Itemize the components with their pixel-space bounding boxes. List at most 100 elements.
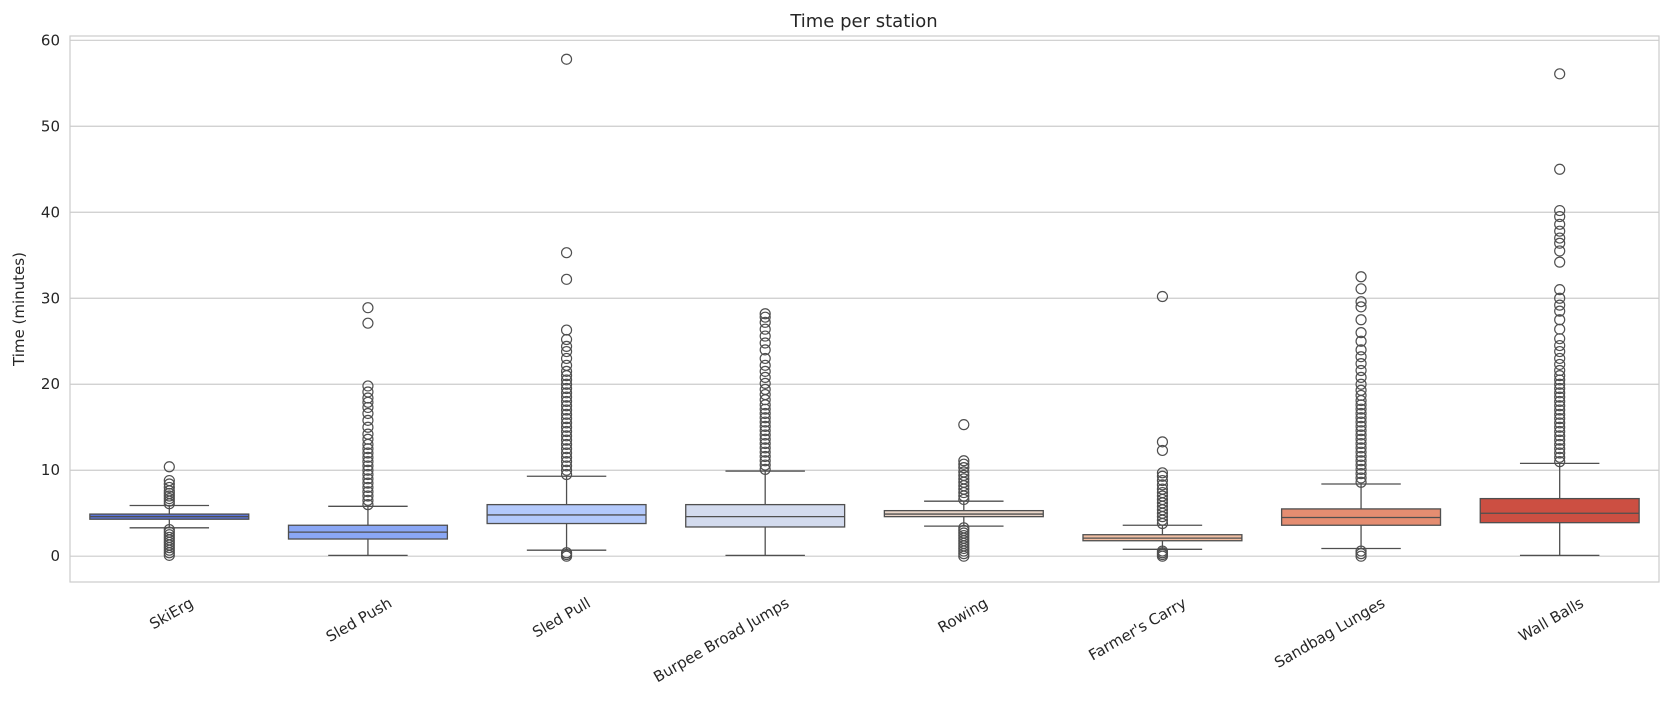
outlier-point bbox=[1355, 437, 1367, 450]
outlier-point bbox=[163, 549, 175, 561]
outlier-point bbox=[560, 395, 573, 408]
outlier-point bbox=[759, 407, 771, 420]
x-tick-label: Wall Balls bbox=[1515, 594, 1586, 646]
outlier-point bbox=[560, 421, 573, 433]
outlier-point bbox=[1554, 370, 1566, 382]
outlier-point bbox=[163, 490, 175, 502]
x-tick-label: Burpee Broad Jumps bbox=[650, 594, 792, 686]
outlier-point bbox=[560, 417, 573, 429]
outlier-point bbox=[759, 323, 771, 335]
outlier-point bbox=[1554, 400, 1566, 412]
outlier-point bbox=[362, 473, 374, 485]
outlier-point bbox=[1554, 413, 1566, 425]
outlier-point bbox=[560, 456, 573, 468]
outlier-point bbox=[1355, 384, 1367, 396]
outlier-point bbox=[560, 550, 573, 562]
box-group bbox=[1479, 68, 1640, 556]
outlier-point bbox=[759, 455, 771, 467]
outlier-point bbox=[1554, 163, 1566, 175]
outlier-point bbox=[362, 499, 374, 511]
outlier-point bbox=[560, 324, 573, 336]
outlier-point bbox=[362, 477, 374, 489]
outlier-point bbox=[560, 413, 573, 425]
outlier-point bbox=[759, 450, 771, 463]
y-tick-label: 20 bbox=[41, 375, 60, 393]
outlier-point bbox=[759, 352, 771, 365]
box-group bbox=[287, 302, 449, 556]
outlier-point bbox=[560, 408, 573, 420]
outlier-point bbox=[759, 388, 771, 401]
outlier-point bbox=[560, 352, 573, 365]
outlier-point bbox=[560, 438, 573, 451]
outlier-point bbox=[1554, 232, 1566, 244]
outlier-point bbox=[560, 387, 573, 399]
outlier-point bbox=[1554, 323, 1566, 335]
x-tick-label: Rowing bbox=[935, 594, 991, 637]
outlier-point bbox=[1554, 364, 1566, 377]
outlier-point bbox=[560, 53, 573, 65]
box-group bbox=[1082, 290, 1243, 562]
x-tick-label: Farmer's Carry bbox=[1085, 594, 1189, 664]
y-axis-label: Time (minutes) bbox=[10, 252, 28, 367]
outlier-point bbox=[560, 464, 573, 476]
outlier-point bbox=[560, 447, 573, 459]
outlier-point bbox=[1355, 550, 1367, 562]
y-axis-ticks: 0 10 20 30 40 50 60 bbox=[41, 31, 60, 565]
outlier-point bbox=[1355, 548, 1367, 560]
outlier-point bbox=[1554, 204, 1566, 217]
gridlines bbox=[70, 39, 1659, 557]
outlier-point bbox=[560, 425, 573, 438]
outlier-point bbox=[759, 383, 771, 395]
outlier-point bbox=[1554, 210, 1566, 223]
outlier-point bbox=[362, 414, 374, 426]
outlier-point bbox=[560, 404, 573, 416]
outlier-point bbox=[1554, 408, 1566, 420]
outlier-point bbox=[362, 380, 374, 392]
outlier-point bbox=[1554, 417, 1566, 429]
box-group bbox=[89, 461, 250, 561]
outlier-point bbox=[1355, 425, 1367, 437]
outlier-point bbox=[759, 442, 771, 454]
outlier-point bbox=[759, 416, 771, 428]
outlier-point bbox=[163, 542, 175, 554]
outlier-point bbox=[1554, 378, 1566, 390]
boxes bbox=[89, 53, 1640, 562]
outlier-point bbox=[362, 317, 374, 329]
outlier-point bbox=[759, 437, 771, 450]
outlier-point bbox=[759, 463, 771, 475]
outlier-point bbox=[163, 474, 175, 487]
outlier-point bbox=[560, 247, 573, 259]
outlier-point bbox=[560, 443, 573, 455]
outlier-point bbox=[1355, 283, 1367, 295]
outlier-point bbox=[1355, 296, 1367, 308]
outlier-point bbox=[163, 492, 175, 505]
outlier-point bbox=[362, 456, 374, 468]
outlier-point bbox=[958, 462, 970, 474]
outlier-point bbox=[1355, 344, 1367, 356]
outlier-point bbox=[1355, 378, 1367, 390]
outlier-point bbox=[1554, 391, 1566, 403]
outlier-point bbox=[1554, 434, 1566, 446]
outlier-point bbox=[163, 461, 175, 473]
outlier-point bbox=[958, 455, 970, 467]
outlier-point bbox=[1355, 545, 1367, 557]
outlier-point bbox=[759, 420, 771, 432]
box-group bbox=[883, 419, 1044, 562]
outlier-point bbox=[362, 302, 374, 314]
outlier-point bbox=[1554, 443, 1566, 455]
outlier-point bbox=[362, 433, 374, 445]
outlier-point bbox=[1554, 382, 1566, 395]
outlier-point bbox=[958, 545, 970, 557]
outlier-point bbox=[1355, 364, 1367, 377]
outlier-point bbox=[1355, 455, 1367, 467]
outlier-point bbox=[1355, 442, 1367, 454]
outlier-point bbox=[1554, 451, 1566, 463]
box-group bbox=[685, 308, 846, 556]
outlier-point bbox=[163, 481, 175, 494]
outlier-point bbox=[560, 273, 573, 285]
outlier-point bbox=[759, 429, 771, 441]
outlier-point bbox=[362, 490, 374, 502]
outlier-point bbox=[958, 469, 970, 481]
outlier-point bbox=[1355, 301, 1367, 313]
